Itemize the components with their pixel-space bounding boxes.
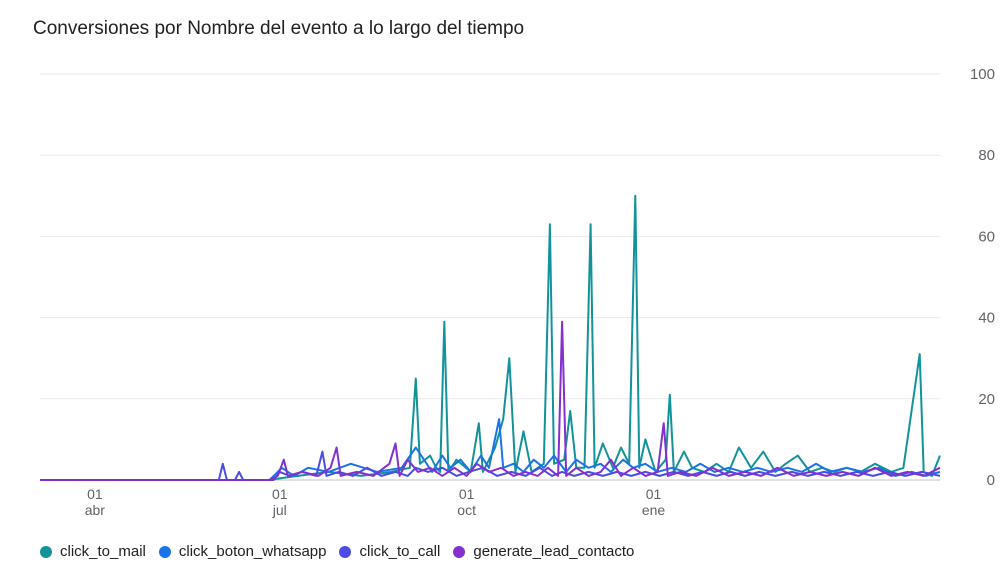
x-tick-day-label: 01 bbox=[87, 486, 103, 502]
x-tick-month-label: oct bbox=[457, 502, 476, 518]
legend-swatch-icon bbox=[453, 545, 466, 558]
x-tick-month-label: jul bbox=[272, 502, 287, 518]
legend-label: click_to_call bbox=[359, 543, 441, 560]
legend-swatch-icon bbox=[339, 545, 352, 558]
x-tick-day-label: 01 bbox=[459, 486, 475, 502]
x-tick-day-label: 01 bbox=[646, 486, 662, 502]
chart-title: Conversiones por Nombre del evento a lo … bbox=[33, 18, 525, 39]
legend-swatch-icon bbox=[158, 545, 171, 558]
series-line-click-boton-whatsapp bbox=[40, 418, 941, 481]
legend-label: generate_lead_contacto bbox=[473, 543, 635, 560]
y-tick-label: 20 bbox=[978, 391, 995, 408]
y-tick-label: 40 bbox=[978, 310, 995, 327]
x-tick-month-label: abr bbox=[85, 502, 106, 518]
legend-swatch-icon bbox=[40, 545, 52, 558]
x-tick-day-label: 01 bbox=[272, 486, 288, 502]
legend-label: click_to_mail bbox=[60, 543, 146, 560]
x-tick-month-label: ene bbox=[642, 502, 666, 518]
legend-item[interactable]: click_to_mail bbox=[40, 543, 146, 560]
y-tick-label: 100 bbox=[970, 66, 995, 83]
legend: click_to_mail click_boton_whatsapp click_t… bbox=[40, 543, 647, 560]
legend-item[interactable]: generate_lead_contacto bbox=[453, 543, 634, 560]
series-line-generate-lead-contacto bbox=[40, 320, 941, 481]
y-tick-label: 60 bbox=[978, 228, 995, 245]
series-line-click-to-mail bbox=[40, 194, 941, 481]
legend-item[interactable]: click_to_call bbox=[339, 543, 440, 560]
y-tick-label: 80 bbox=[978, 147, 995, 164]
y-tick-label: 0 bbox=[987, 472, 995, 489]
legend-item[interactable]: click_boton_whatsapp bbox=[158, 543, 327, 560]
legend-label: click_boton_whatsapp bbox=[178, 543, 327, 560]
